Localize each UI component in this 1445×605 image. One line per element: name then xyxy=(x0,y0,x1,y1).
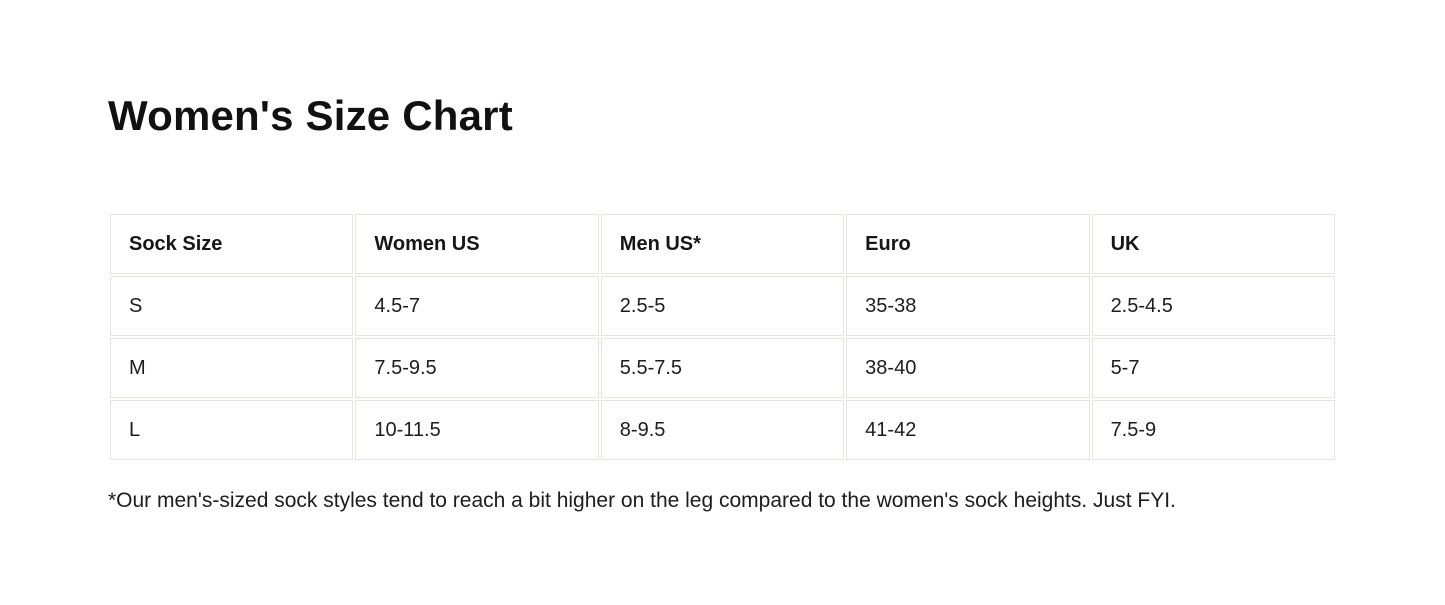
cell-women-us: 10-11.5 xyxy=(355,400,599,461)
cell-uk: 2.5-4.5 xyxy=(1091,276,1335,337)
column-header-uk: UK xyxy=(1091,214,1335,275)
cell-size-label: L xyxy=(110,400,354,461)
cell-size-label: S xyxy=(110,276,354,337)
column-header-euro: Euro xyxy=(846,214,1090,275)
footnote: *Our men's-sized sock styles tend to rea… xyxy=(108,489,1176,513)
cell-men-us: 8-9.5 xyxy=(600,400,845,461)
column-header-women-us: Women US xyxy=(355,214,599,275)
page-title: Women's Size Chart xyxy=(108,92,513,139)
table-row-small: S 4.5-7 2.5-5 35-38 2.5-4.5 xyxy=(110,276,1335,337)
cell-uk: 7.5-9 xyxy=(1091,400,1335,461)
cell-men-us: 5.5-7.5 xyxy=(600,338,845,399)
table-row-large: L 10-11.5 8-9.5 41-42 7.5-9 xyxy=(110,400,1335,461)
table-row-medium: M 7.5-9.5 5.5-7.5 38-40 5-7 xyxy=(110,338,1335,399)
cell-men-us: 2.5-5 xyxy=(600,276,845,337)
cell-euro: 35-38 xyxy=(846,276,1090,337)
cell-euro: 41-42 xyxy=(846,400,1090,461)
size-chart-table: Sock Size Women US Men US* Euro UK S 4.5… xyxy=(108,212,1337,462)
column-header-men-us: Men US* xyxy=(600,214,845,275)
cell-women-us: 4.5-7 xyxy=(355,276,599,337)
cell-uk: 5-7 xyxy=(1091,338,1335,399)
cell-euro: 38-40 xyxy=(846,338,1090,399)
cell-women-us: 7.5-9.5 xyxy=(355,338,599,399)
column-header-sock-size: Sock Size xyxy=(110,214,354,275)
cell-size-label: M xyxy=(110,338,354,399)
table-header-row: Sock Size Women US Men US* Euro UK xyxy=(110,214,1335,275)
